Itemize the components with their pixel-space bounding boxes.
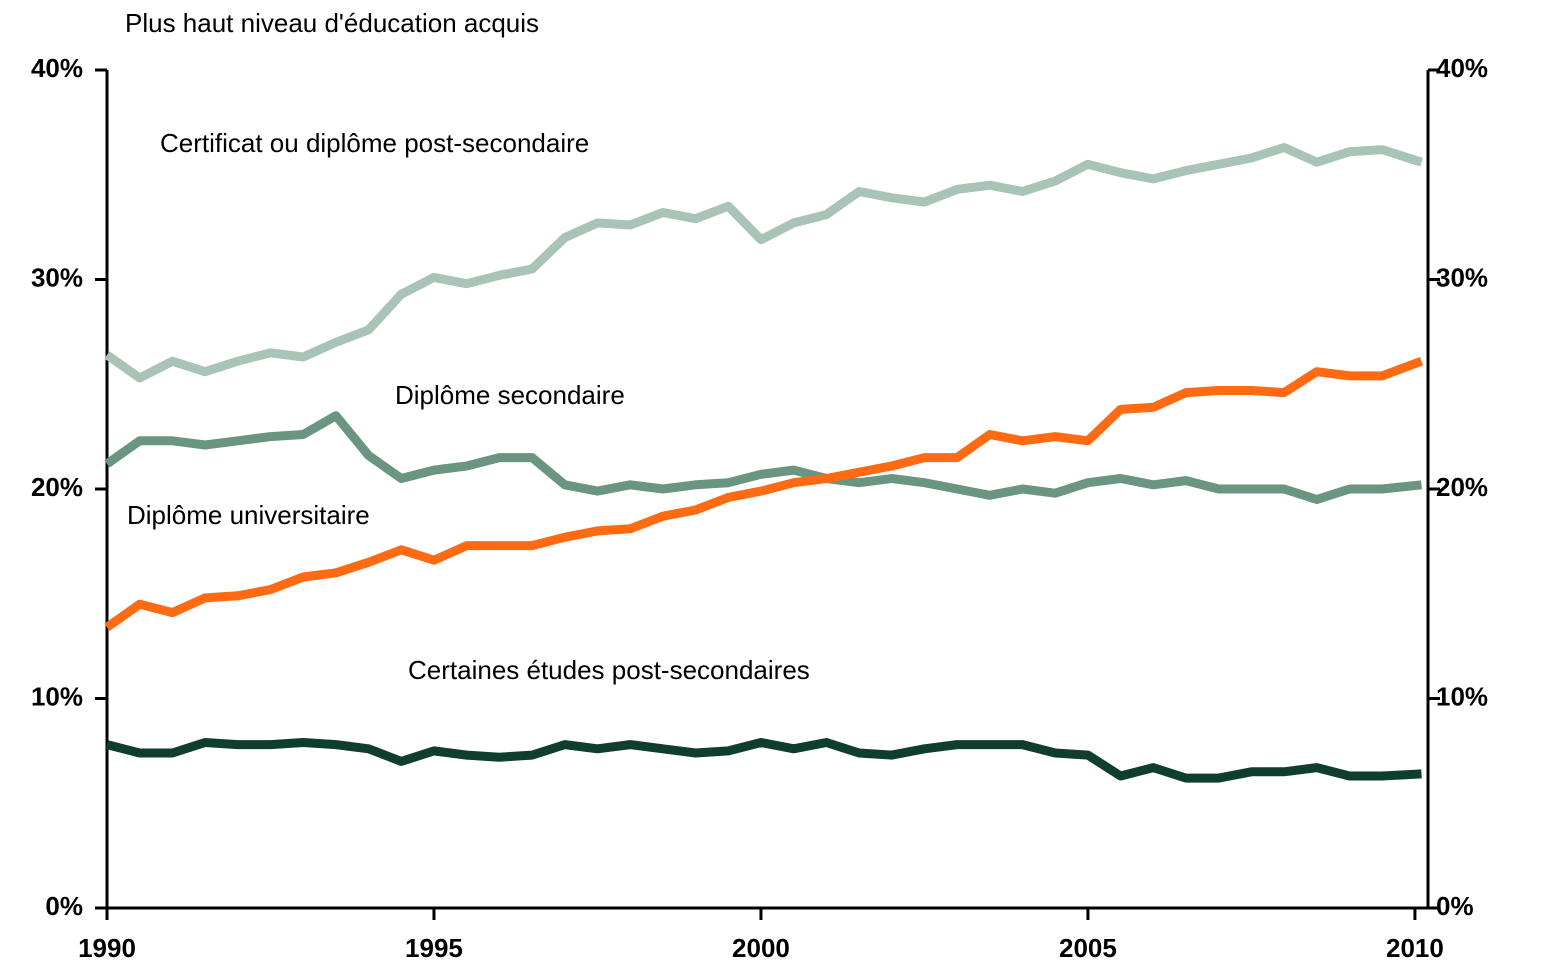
y2-tick-label: 10% <box>1436 681 1488 711</box>
series-line <box>104 356 1424 631</box>
series-label: Diplôme universitaire <box>127 500 370 530</box>
series-line <box>105 738 1422 783</box>
y-tick-label: 30% <box>31 262 83 292</box>
y2-tick-label: 0% <box>1436 891 1474 921</box>
series-line <box>104 143 1423 383</box>
y-tick-label: 20% <box>31 472 83 502</box>
x-tick-label: 1990 <box>78 933 136 963</box>
x-tick-label: 2005 <box>1059 933 1117 963</box>
series-label: Certaines études post-secondaires <box>408 655 810 685</box>
y2-tick-label: 40% <box>1436 53 1488 83</box>
y-tick-label: 0% <box>45 891 83 921</box>
y-tick-label: 40% <box>31 53 83 83</box>
y2-tick-label: 30% <box>1436 262 1488 292</box>
x-tick-label: 1995 <box>405 933 463 963</box>
x-tick-label: 2000 <box>732 933 790 963</box>
series-label: Certificat ou diplôme post-secondaire <box>160 128 589 158</box>
x-tick-label: 2010 <box>1386 933 1444 963</box>
series-line <box>104 411 1422 504</box>
y-tick-label: 10% <box>31 681 83 711</box>
series-label: Diplôme secondaire <box>395 380 625 410</box>
y2-tick-label: 20% <box>1436 472 1488 502</box>
chart-title: Plus haut niveau d'éducation acquis <box>125 8 539 38</box>
